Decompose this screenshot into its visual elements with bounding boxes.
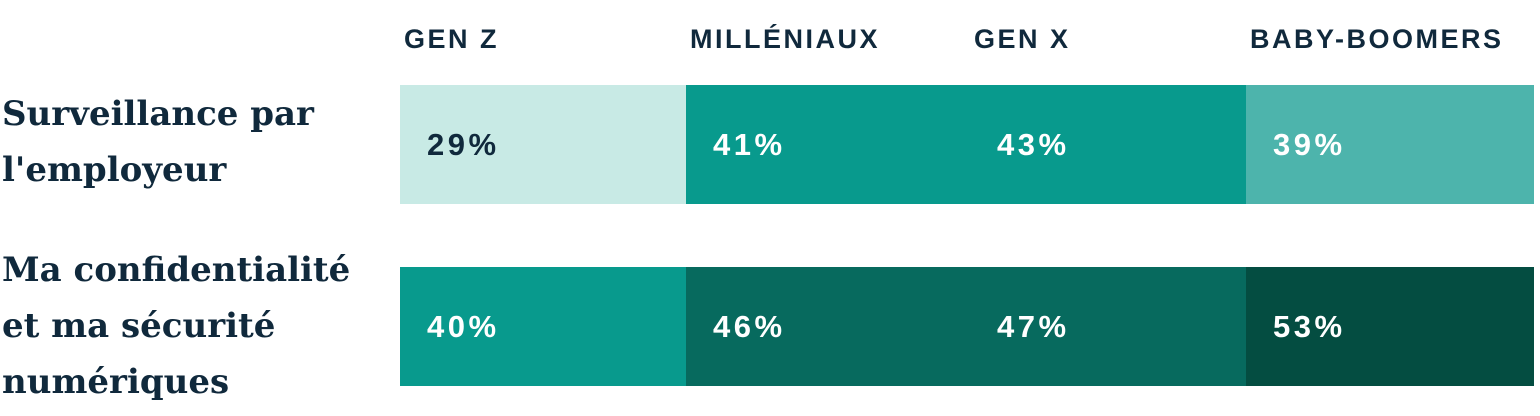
bar-cell-gen-z: 29% bbox=[400, 85, 686, 204]
cell-value-label: 41% bbox=[713, 126, 786, 162]
bar-row-surveillance: 29% 41% 43% 39% bbox=[400, 85, 1534, 204]
column-header-gen-z: GEN Z bbox=[404, 24, 500, 54]
row-label-confidentialite: Ma confidentialité et ma sécurité numéri… bbox=[2, 242, 392, 410]
row-label-surveillance: Surveillance par l'employeur bbox=[2, 86, 392, 198]
cell-value-label: 40% bbox=[427, 308, 500, 344]
row-label-line: Surveillance par bbox=[2, 94, 314, 134]
column-header-gen-x: GEN X bbox=[974, 24, 1071, 54]
cell-value-label: 46% bbox=[713, 308, 786, 344]
cell-value-label: 43% bbox=[997, 126, 1070, 162]
bar-cell-baby-boomers: 39% bbox=[1246, 85, 1534, 204]
cell-value-label: 39% bbox=[1273, 126, 1346, 162]
bar-cell-gen-z: 40% bbox=[400, 267, 686, 386]
column-headers: GEN Z MILLÉNIAUX GEN X BABY-BOOMERS bbox=[400, 22, 1534, 58]
bar-cell-gen-x: 43% bbox=[970, 85, 1246, 204]
bar-cell-milleniaux: 41% bbox=[686, 85, 970, 204]
cell-value-label: 53% bbox=[1273, 308, 1346, 344]
row-label-line: numériques bbox=[2, 362, 230, 402]
bar-row-confidentialite: 40% 46% 47% 53% bbox=[400, 267, 1534, 386]
cell-value-label: 29% bbox=[427, 126, 500, 162]
row-label-line: et ma sécurité bbox=[2, 306, 276, 346]
column-header-baby-boomers: BABY-BOOMERS bbox=[1250, 24, 1504, 54]
cell-value-label: 47% bbox=[997, 308, 1070, 344]
bar-cell-gen-x: 47% bbox=[970, 267, 1246, 386]
row-label-line: l'employeur bbox=[2, 150, 227, 190]
bar-cell-milleniaux: 46% bbox=[686, 267, 970, 386]
column-header-milleniaux: MILLÉNIAUX bbox=[690, 24, 880, 54]
row-label-line: Ma confidentialité bbox=[2, 250, 351, 290]
bar-cell-baby-boomers: 53% bbox=[1246, 267, 1534, 386]
